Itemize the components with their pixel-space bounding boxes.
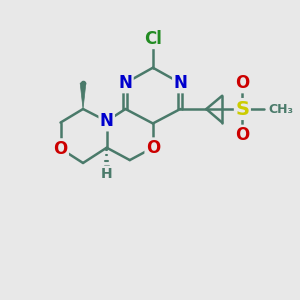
Text: Cl: Cl (144, 30, 162, 48)
Polygon shape (80, 83, 86, 109)
Text: N: N (118, 74, 132, 92)
Text: N: N (173, 74, 187, 92)
Text: O: O (235, 126, 250, 144)
Text: O: O (146, 139, 160, 157)
Text: O: O (53, 140, 68, 158)
Text: H: H (101, 167, 112, 181)
Text: S: S (236, 100, 249, 118)
Text: CH₃: CH₃ (268, 103, 293, 116)
Text: O: O (235, 74, 250, 92)
Text: N: N (100, 112, 114, 130)
